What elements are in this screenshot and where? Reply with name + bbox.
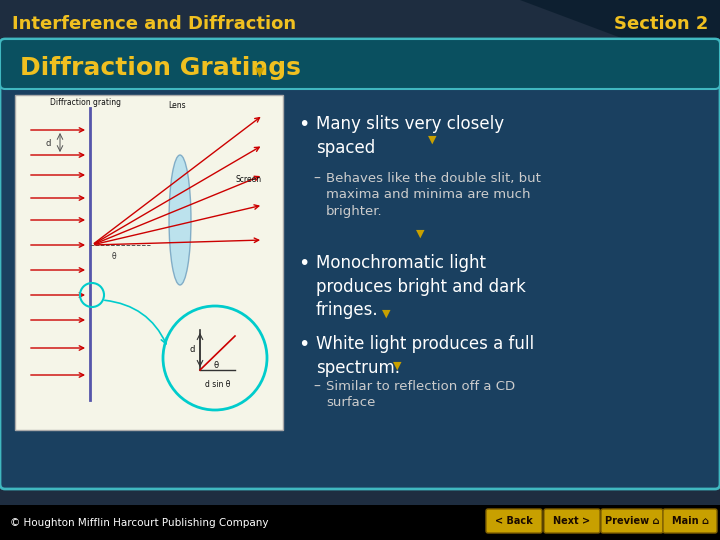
Text: –: – (313, 380, 320, 394)
Text: Diffraction Gratings: Diffraction Gratings (20, 56, 301, 80)
Text: Diffraction grating: Diffraction grating (50, 98, 121, 107)
Text: Interference and Diffraction: Interference and Diffraction (12, 15, 296, 33)
Text: Lens: Lens (168, 101, 186, 110)
Text: ▼: ▼ (428, 135, 436, 145)
FancyBboxPatch shape (663, 509, 717, 533)
Text: Many slits very closely
spaced: Many slits very closely spaced (316, 115, 504, 157)
Text: Section 2: Section 2 (613, 15, 708, 33)
Text: Next >: Next > (554, 516, 590, 526)
Ellipse shape (169, 155, 191, 285)
FancyBboxPatch shape (0, 39, 720, 89)
Text: Similar to reflection off a CD
surface: Similar to reflection off a CD surface (326, 380, 515, 409)
Text: Preview ⌂: Preview ⌂ (605, 516, 660, 526)
Text: d: d (190, 346, 195, 354)
FancyBboxPatch shape (486, 509, 542, 533)
Text: –: – (313, 172, 320, 186)
Text: < Back: < Back (495, 516, 533, 526)
Text: ▼: ▼ (382, 309, 390, 319)
Text: White light produces a full
spectrum.: White light produces a full spectrum. (316, 335, 534, 376)
FancyBboxPatch shape (544, 509, 600, 533)
Text: Behaves like the double slit, but
maxima and minima are much
brighter.: Behaves like the double slit, but maxima… (326, 172, 541, 218)
Text: Screen: Screen (236, 175, 262, 184)
Text: ▼: ▼ (255, 65, 265, 78)
FancyBboxPatch shape (15, 95, 283, 430)
Text: •: • (298, 254, 310, 273)
Text: θ: θ (214, 361, 219, 370)
Text: ▼: ▼ (416, 229, 425, 239)
Text: Monochromatic light
produces bright and dark
fringes.: Monochromatic light produces bright and … (316, 254, 526, 319)
Text: ▼: ▼ (393, 361, 402, 371)
Text: •: • (298, 335, 310, 354)
Text: d sin θ: d sin θ (205, 380, 230, 389)
FancyBboxPatch shape (601, 509, 663, 533)
Text: •: • (298, 115, 310, 134)
Polygon shape (520, 0, 720, 75)
Text: © Houghton Mifflin Harcourt Publishing Company: © Houghton Mifflin Harcourt Publishing C… (10, 518, 269, 528)
Text: θ: θ (112, 252, 117, 261)
FancyBboxPatch shape (0, 39, 720, 489)
FancyBboxPatch shape (0, 505, 720, 540)
Text: Main ⌂: Main ⌂ (672, 516, 708, 526)
Text: d: d (45, 138, 50, 147)
